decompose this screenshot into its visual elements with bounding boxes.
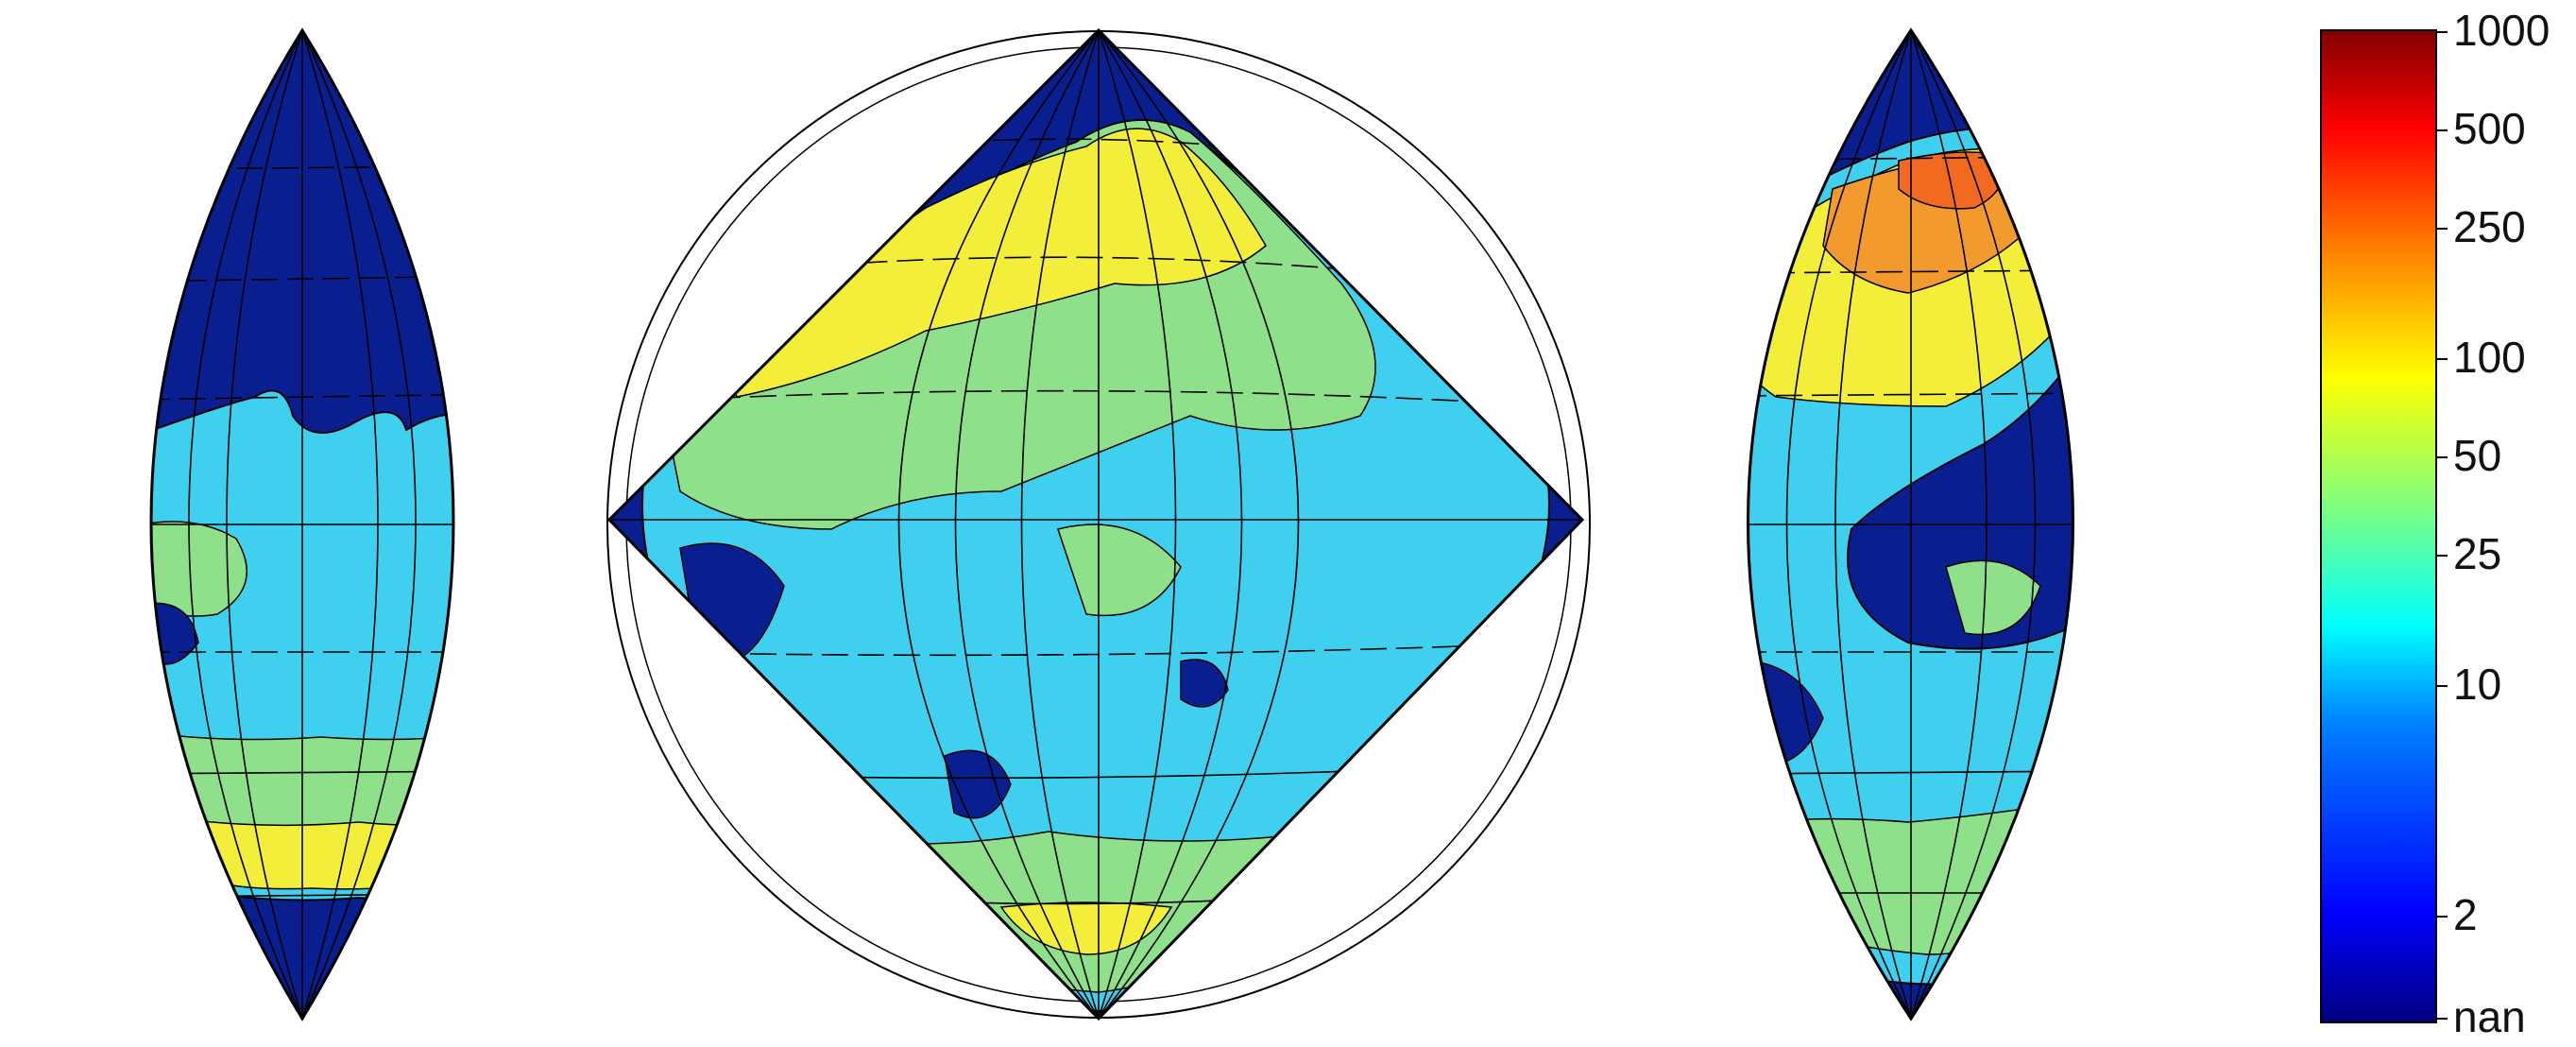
colorbar-tick-label: 100: [2453, 333, 2526, 382]
south-high: [999, 901, 1173, 955]
high-band: [151, 811, 453, 890]
map-outline: [149, 27, 455, 1021]
graticule: [1748, 30, 2073, 1019]
colorbar-tick-label: 500: [2453, 104, 2526, 153]
colorbar-tick-label: 50: [2453, 431, 2501, 480]
map-outline: [1747, 27, 2074, 1021]
high-band: [717, 128, 1267, 398]
colorbar-tick-label: 2: [2453, 890, 2478, 939]
island: [1606, 472, 1663, 504]
colorbar-tick-label: 25: [2453, 529, 2501, 578]
map-outline: [606, 27, 1585, 1021]
right-lens-map: [1606, 27, 2192, 1021]
colorbar-ticks: 1000 500 250 100 50 25 10 2 nan: [2436, 6, 2550, 1041]
colorbar-tick-label: 1000: [2453, 6, 2550, 55]
left-lens-map: [57, 27, 586, 1021]
island: [538, 410, 586, 469]
island: [2107, 236, 2192, 293]
colorbar-tick-label: 250: [2453, 202, 2526, 251]
island: [197, 81, 257, 113]
colorbar: 1000 500 250 100 50 25 10 2 nan: [2320, 6, 2550, 1041]
colorbar-tick-label: nan: [2453, 992, 2526, 1041]
island: [57, 284, 123, 321]
nan-hole: [1180, 659, 1229, 708]
center-diamond-map: [606, 27, 1591, 1021]
colorbar-tick-label: 10: [2453, 660, 2501, 709]
mid-patch: [1945, 559, 2041, 636]
high-patch: [1057, 524, 1182, 617]
graticule: [151, 30, 453, 1019]
colorbar-gradient: [2320, 29, 2437, 1023]
